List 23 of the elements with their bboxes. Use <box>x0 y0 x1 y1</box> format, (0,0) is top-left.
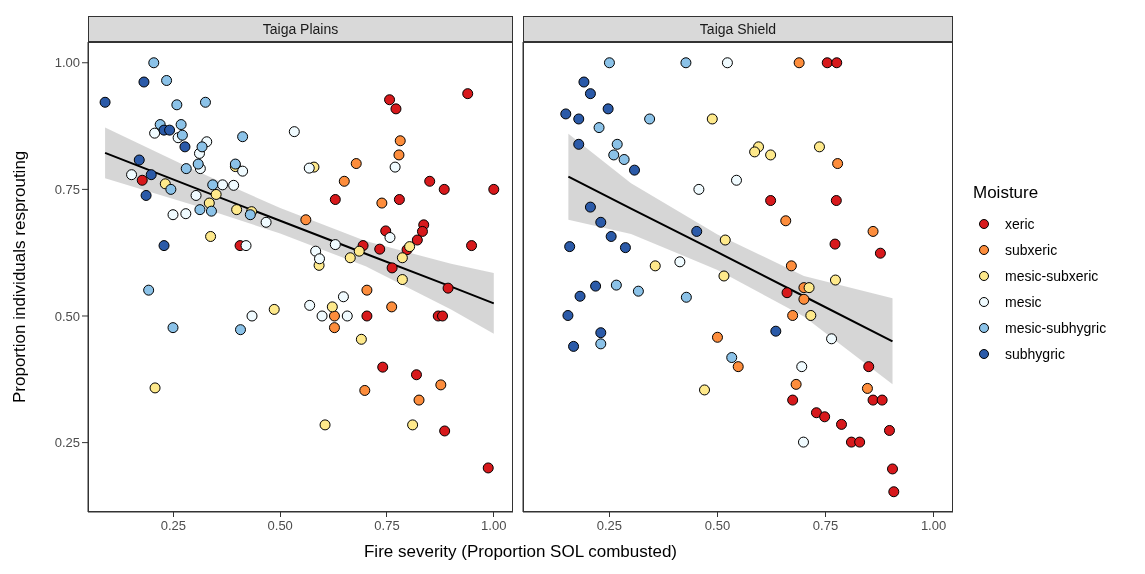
chart-title: Taiga Plains <box>88 16 513 42</box>
legend-title: Moisture <box>973 183 1040 203</box>
x-tick-label: 1.00 <box>480 518 508 533</box>
y-tick-label: 0.25 <box>54 435 80 451</box>
x-tick-label: 0.75 <box>373 518 401 533</box>
legend-label: mesic-subhygric <box>1005 320 1107 336</box>
x-axis-title: Fire severity (Proportion SOL combusted) <box>362 542 678 562</box>
y-tick-label: 0.50 <box>54 308 80 324</box>
y-tick-label: 1.00 <box>54 55 80 71</box>
x-tick-label: 0.75 <box>811 518 840 533</box>
legend-label: mesic-subxeric <box>1005 268 1099 284</box>
x-tick-label: 0.25 <box>159 518 188 533</box>
x-tick-label: 0.50 <box>703 518 732 533</box>
legend-label: xeric <box>1005 216 1035 232</box>
y-axis-title: Proportion individuals resprouting <box>10 149 30 406</box>
y-tick-label: 0.75 <box>54 182 80 197</box>
chart-title: Taiga Shield <box>523 16 953 42</box>
x-tick-label: 1.00 <box>919 518 948 533</box>
legend-label: mesic <box>1005 294 1042 310</box>
legend-label: subxeric <box>1005 242 1058 258</box>
legend-label: subhygric <box>1005 346 1065 362</box>
x-tick-label: 0.25 <box>595 518 624 533</box>
x-tick-label: 0.50 <box>266 518 294 533</box>
